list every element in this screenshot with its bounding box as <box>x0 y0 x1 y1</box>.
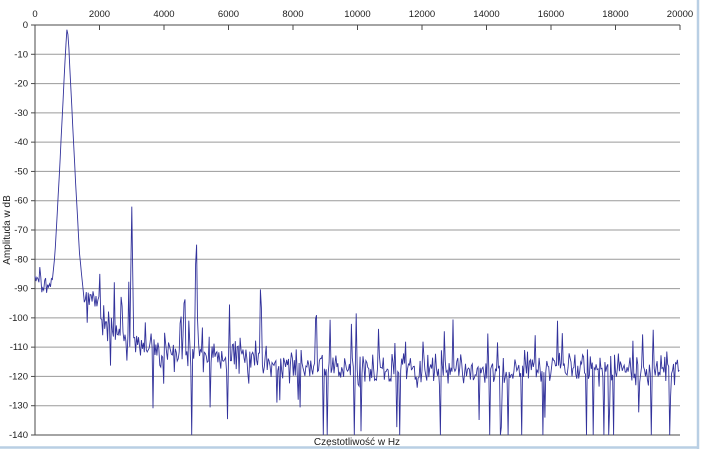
x-tick-label: 20000 <box>667 9 693 20</box>
y-tick-label: -120 <box>9 371 28 382</box>
y-tick-label: -110 <box>10 342 28 353</box>
y-tick-label: -70 <box>14 225 28 236</box>
tick-marks <box>31 24 681 436</box>
y-tick-label: -20 <box>14 79 28 90</box>
y-tick-label: -50 <box>14 166 28 177</box>
y-tick-label: -140 <box>9 430 28 441</box>
x-tick-label: 4000 <box>153 9 174 20</box>
x-tick-label: 8000 <box>282 9 303 20</box>
y-tick-label: -100 <box>9 313 28 324</box>
y-tick-label: -130 <box>9 401 28 412</box>
x-tick-label: 6000 <box>218 9 239 20</box>
y-tick-label: -10 <box>14 49 28 60</box>
x-tick-label: 2000 <box>89 9 110 20</box>
y-tick-label: -40 <box>14 137 28 148</box>
y-tick-label: -30 <box>14 108 28 119</box>
y-tick-label: -60 <box>14 196 28 207</box>
y-axis-title: Amplituda w dB <box>2 195 13 265</box>
y-tick-label: 0 <box>23 20 28 31</box>
spectrum-line <box>34 29 680 436</box>
x-tick-label: 18000 <box>602 9 628 20</box>
y-tick-label: -80 <box>14 254 28 265</box>
x-tick-label: 16000 <box>538 9 564 20</box>
x-tick-label: 14000 <box>473 9 499 20</box>
y-tick-label: -90 <box>14 284 28 295</box>
x-axis-title: Częstotliwość w Hz <box>314 437 400 448</box>
x-tick-label: 12000 <box>409 9 435 20</box>
x-tick-label: 10000 <box>344 9 370 20</box>
x-tick-label: 0 <box>32 9 37 20</box>
tick-labels: 0 2000 4000 6000 8000 10000 12000 14000 16000 180… <box>9 9 693 441</box>
